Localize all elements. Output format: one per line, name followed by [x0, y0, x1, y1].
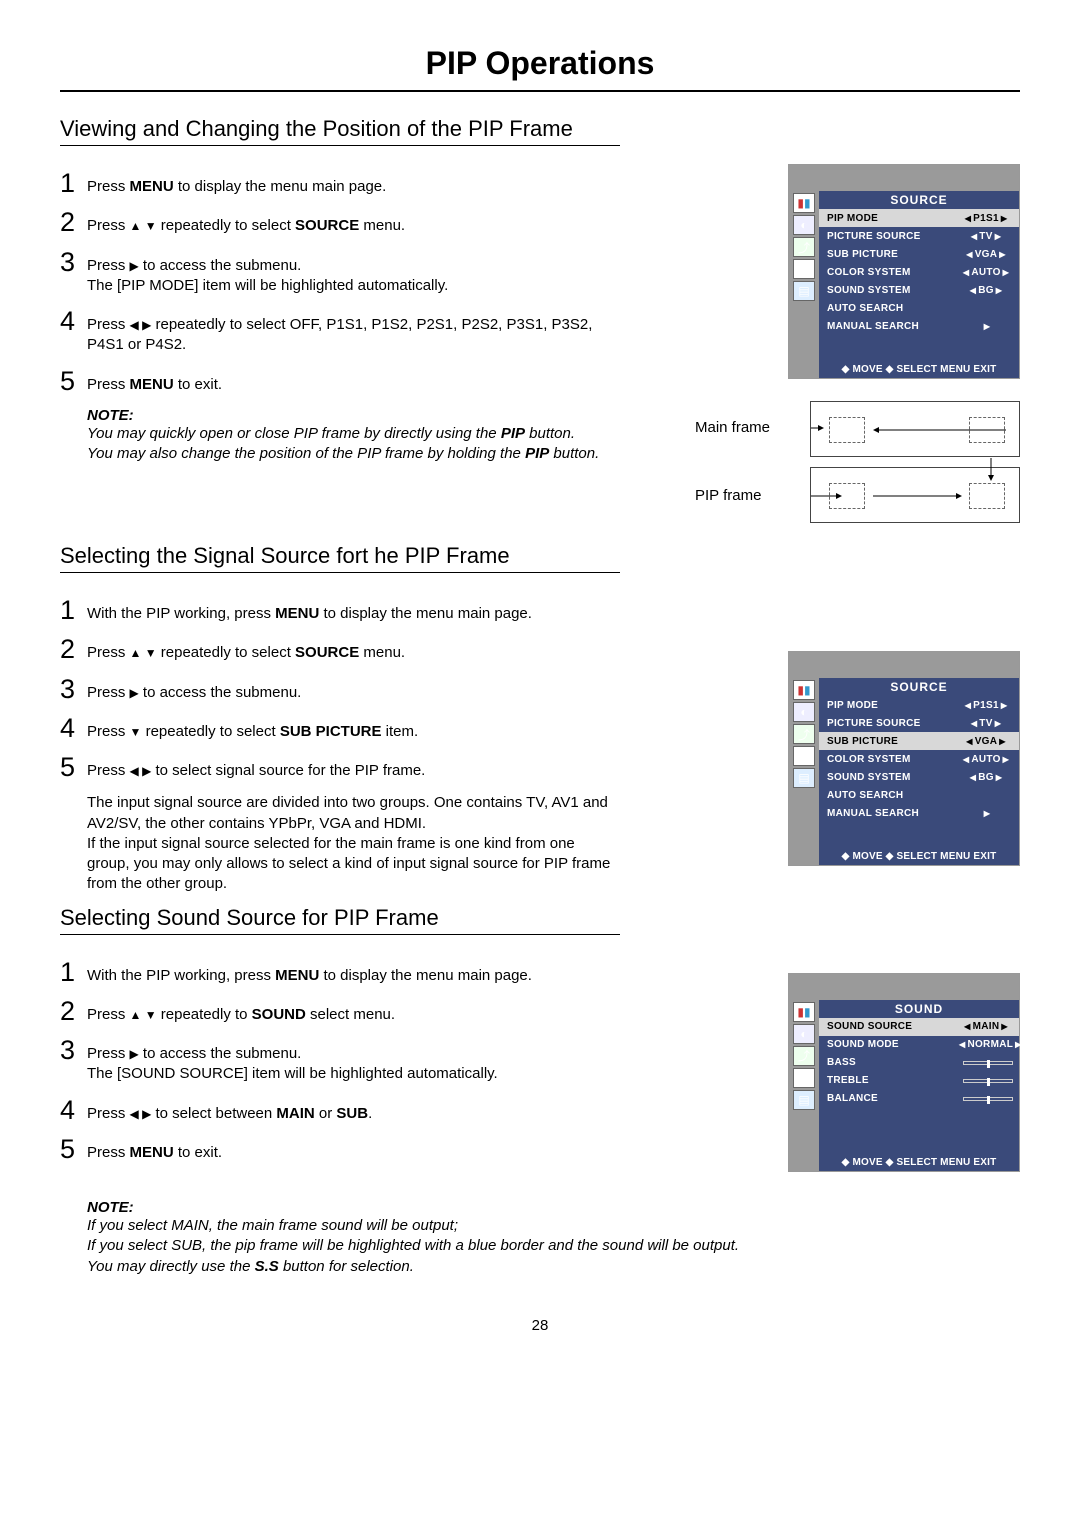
- right-arrow-icon: ▶: [130, 685, 139, 699]
- pip-frame-label: PIP frame: [695, 487, 761, 504]
- osd-menu-row: SUB PICTUREVGA: [819, 245, 1019, 263]
- osd-menu-row: COLOR SYSTEMAUTO: [819, 750, 1019, 768]
- right-arrow-icon: ▶: [130, 258, 139, 272]
- section2-title: Selecting the Signal Source fort he PIP …: [60, 543, 1020, 569]
- step-text: Press ◀ ▶ to select between MAIN or SUB.: [87, 1097, 620, 1124]
- step-text: Press ◀ ▶ repeatedly to select OFF, P1S1…: [87, 308, 620, 356]
- osd-menu-row: SOUND SOURCEMAIN: [819, 1018, 1019, 1036]
- osd-menu-row: MANUAL SEARCH: [819, 804, 1019, 822]
- right-arrow-icon: ▶: [130, 1047, 139, 1061]
- osd-menu-row: SOUND SYSTEMBG: [819, 281, 1019, 299]
- osd-icon-strip: ▮▮ ◐ ⤴ ✕ ▤: [789, 1000, 819, 1171]
- note-text: If you select MAIN, the main frame sound…: [87, 1216, 1020, 1277]
- section3-title: Selecting Sound Source for PIP Frame: [60, 905, 1020, 931]
- osd-title: SOURCE: [819, 191, 1019, 209]
- osd-menu-row: SOUND MODENORMAL: [819, 1036, 1019, 1054]
- osd-footer: ◆ MOVE ◆ SELECT MENU EXIT: [819, 1154, 1019, 1171]
- step-number: 1: [60, 597, 82, 624]
- step-number: 5: [60, 1136, 82, 1163]
- step-text: Press MENU to display the menu main page…: [87, 170, 620, 197]
- osd-menu-row: MANUAL SEARCH: [819, 317, 1019, 335]
- osd-source-menu: ▮▮ ◐ ⤴ ✕ ▤ SOURCE PIP MODEP1S1PICTURE SO…: [788, 164, 1020, 379]
- osd-menu-row: PIP MODEP1S1: [819, 209, 1019, 227]
- step-paragraph: The input signal source are divided into…: [87, 793, 620, 894]
- left-right-arrow-icon: ◀ ▶: [130, 318, 152, 332]
- step-text: Press MENU to exit.: [87, 1136, 620, 1163]
- step-number: 5: [60, 754, 82, 781]
- left-right-arrow-icon: ◀ ▶: [130, 764, 152, 778]
- osd-sound-menu: ▮▮ ◐ ⤴ ✕ ▤ SOUND SOUND SOURCEMAINSOUND M…: [788, 973, 1020, 1172]
- osd-title: SOURCE: [819, 678, 1019, 696]
- up-down-arrow-icon: ▲ ▼: [130, 219, 157, 233]
- osd-menu-row: SOUND SYSTEMBG: [819, 768, 1019, 786]
- step-text: Press ▶ to access the submenu.The [SOUND…: [87, 1037, 620, 1085]
- page-title: PIP Operations: [60, 45, 1020, 82]
- osd-menu-row: AUTO SEARCH: [819, 786, 1019, 804]
- down-arrow-icon: ▼: [130, 725, 142, 739]
- note-label: NOTE:: [87, 1199, 1020, 1216]
- step-text: Press ◀ ▶ to select signal source for th…: [87, 754, 620, 781]
- up-down-arrow-icon: ▲ ▼: [130, 646, 157, 660]
- step-number: 3: [60, 1037, 82, 1064]
- section2-rule: [60, 572, 620, 573]
- osd-menu-row: PICTURE SOURCETV: [819, 714, 1019, 732]
- osd-title: SOUND: [819, 1000, 1019, 1018]
- osd-menu-row: PIP MODEP1S1: [819, 696, 1019, 714]
- note-label: NOTE:: [87, 407, 620, 424]
- step-text: Press MENU to exit.: [87, 368, 620, 395]
- osd-menu-row: COLOR SYSTEMAUTO: [819, 263, 1019, 281]
- section1-rule: [60, 145, 620, 146]
- step-text: With the PIP working, press MENU to disp…: [87, 959, 620, 986]
- section3-rule: [60, 934, 620, 935]
- osd-source-menu-2: ▮▮ ◐ ⤴ ✕ ▤ SOURCE PIP MODEP1S1PICTURE SO…: [788, 651, 1020, 866]
- osd-icon-strip: ▮▮ ◐ ⤴ ✕ ▤: [789, 191, 819, 378]
- step-number: 2: [60, 209, 82, 236]
- title-rule: [60, 90, 1020, 92]
- step-number: 4: [60, 308, 82, 335]
- step-number: 5: [60, 368, 82, 395]
- section1-title: Viewing and Changing the Position of the…: [60, 116, 1020, 142]
- step-text: Press ▲ ▼ repeatedly to select SOURCE me…: [87, 636, 620, 663]
- step-text: Press ▶ to access the submenu.: [87, 676, 620, 703]
- step-text: With the PIP working, press MENU to disp…: [87, 597, 620, 624]
- step-number: 1: [60, 170, 82, 197]
- note-text: You may quickly open or close PIP frame …: [87, 424, 620, 465]
- osd-icon-strip: ▮▮ ◐ ⤴ ✕ ▤: [789, 678, 819, 865]
- step-number: 4: [60, 1097, 82, 1124]
- step-number: 1: [60, 959, 82, 986]
- step-number: 2: [60, 636, 82, 663]
- osd-footer: ◆ MOVE ◆ SELECT MENU EXIT: [819, 848, 1019, 865]
- osd-menu-row: TREBLE: [819, 1072, 1019, 1090]
- osd-menu-row: AUTO SEARCH: [819, 299, 1019, 317]
- osd-footer: ◆ MOVE ◆ SELECT MENU EXIT: [819, 361, 1019, 378]
- step-text: Press ▼ repeatedly to select SUB PICTURE…: [87, 715, 620, 742]
- step-number: 3: [60, 676, 82, 703]
- step-text: Press ▲ ▼ repeatedly to select SOURCE me…: [87, 209, 620, 236]
- step-number: 4: [60, 715, 82, 742]
- osd-menu-row: BALANCE: [819, 1090, 1019, 1108]
- osd-menu-row: SUB PICTUREVGA: [819, 732, 1019, 750]
- pip-position-diagram: Main frame PIP frame: [790, 401, 1020, 523]
- step-text: Press ▶ to access the submenu. The [PIP …: [87, 249, 620, 297]
- osd-menu-row: BASS: [819, 1054, 1019, 1072]
- main-frame-label: Main frame: [695, 419, 770, 436]
- left-right-arrow-icon: ◀ ▶: [130, 1106, 152, 1120]
- osd-menu-row: PICTURE SOURCETV: [819, 227, 1019, 245]
- page-number: 28: [60, 1317, 1020, 1334]
- step-text: Press ▲ ▼ repeatedly to SOUND select men…: [87, 998, 620, 1025]
- up-down-arrow-icon: ▲ ▼: [130, 1008, 157, 1022]
- step-number: 2: [60, 998, 82, 1025]
- step-number: 3: [60, 249, 82, 276]
